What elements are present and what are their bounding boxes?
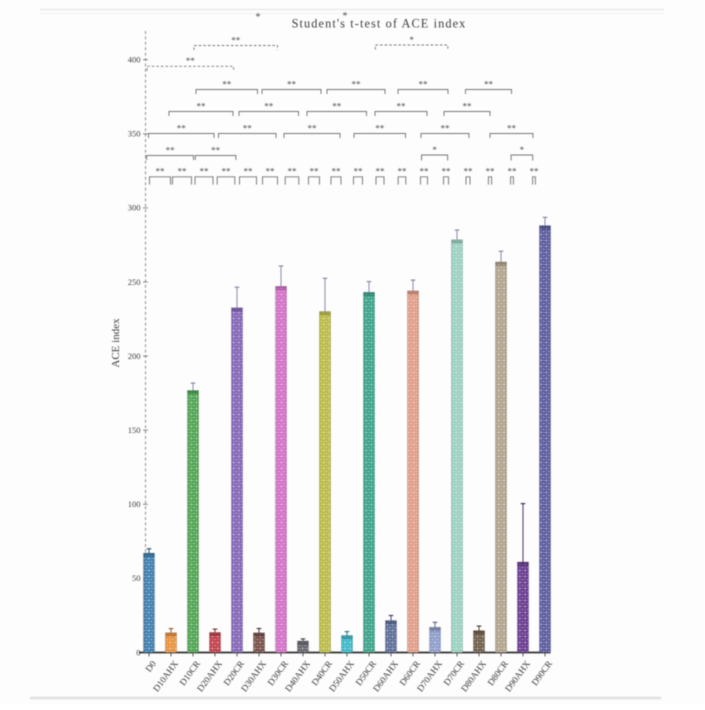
svg-text:150: 150 (128, 425, 141, 435)
svg-text:**: ** (264, 101, 274, 111)
svg-text:250: 250 (128, 277, 141, 287)
svg-text:**: ** (200, 167, 210, 177)
svg-text:*: * (409, 35, 414, 45)
svg-text:**: ** (397, 101, 407, 111)
svg-text:**: ** (484, 79, 494, 89)
svg-text:**: ** (166, 145, 176, 155)
svg-text:ACE index: ACE index (110, 318, 122, 368)
svg-text:**: ** (231, 35, 241, 45)
svg-text:Student's t-test of ACE index: Student's t-test of ACE index (292, 17, 467, 31)
svg-text:100: 100 (128, 499, 141, 509)
svg-text:**: ** (463, 101, 473, 111)
svg-text:*: * (343, 11, 348, 22)
svg-text:*: * (520, 145, 525, 155)
svg-text:**: ** (310, 167, 320, 177)
svg-text:**: ** (243, 123, 253, 133)
svg-text:**: ** (464, 167, 474, 177)
svg-text:**: ** (352, 79, 362, 89)
svg-text:50: 50 (132, 573, 141, 583)
svg-text:**: ** (186, 56, 196, 66)
svg-text:**: ** (507, 123, 517, 133)
svg-text:400: 400 (128, 55, 141, 65)
svg-text:**: ** (398, 167, 408, 177)
svg-text:**: ** (530, 167, 540, 177)
svg-text:**: ** (177, 123, 187, 133)
svg-text:*: * (432, 145, 437, 155)
svg-text:*: * (256, 12, 261, 23)
svg-text:**: ** (354, 167, 364, 177)
svg-text:**: ** (222, 167, 232, 177)
svg-text:**: ** (375, 123, 385, 133)
svg-text:**: ** (486, 167, 496, 177)
svg-text:**: ** (442, 167, 452, 177)
svg-text:300: 300 (128, 203, 141, 213)
svg-text:350: 350 (128, 129, 141, 139)
svg-text:**: ** (441, 123, 451, 133)
svg-text:200: 200 (128, 351, 141, 361)
svg-text:**: ** (266, 167, 276, 177)
svg-text:**: ** (288, 167, 298, 177)
svg-text:**: ** (420, 167, 430, 177)
svg-text:0: 0 (136, 647, 140, 657)
svg-text:**: ** (332, 167, 342, 177)
svg-text:**: ** (244, 167, 254, 177)
svg-text:**: ** (376, 167, 386, 177)
svg-text:**: ** (287, 79, 297, 89)
svg-text:**: ** (156, 167, 166, 177)
svg-text:**: ** (197, 101, 207, 111)
svg-text:**: ** (222, 79, 232, 89)
svg-text:**: ** (419, 79, 429, 89)
svg-text:**: ** (178, 167, 188, 177)
svg-text:**: ** (332, 101, 342, 111)
svg-text:**: ** (308, 123, 318, 133)
svg-text:**: ** (211, 145, 221, 155)
svg-text:**: ** (508, 167, 518, 177)
